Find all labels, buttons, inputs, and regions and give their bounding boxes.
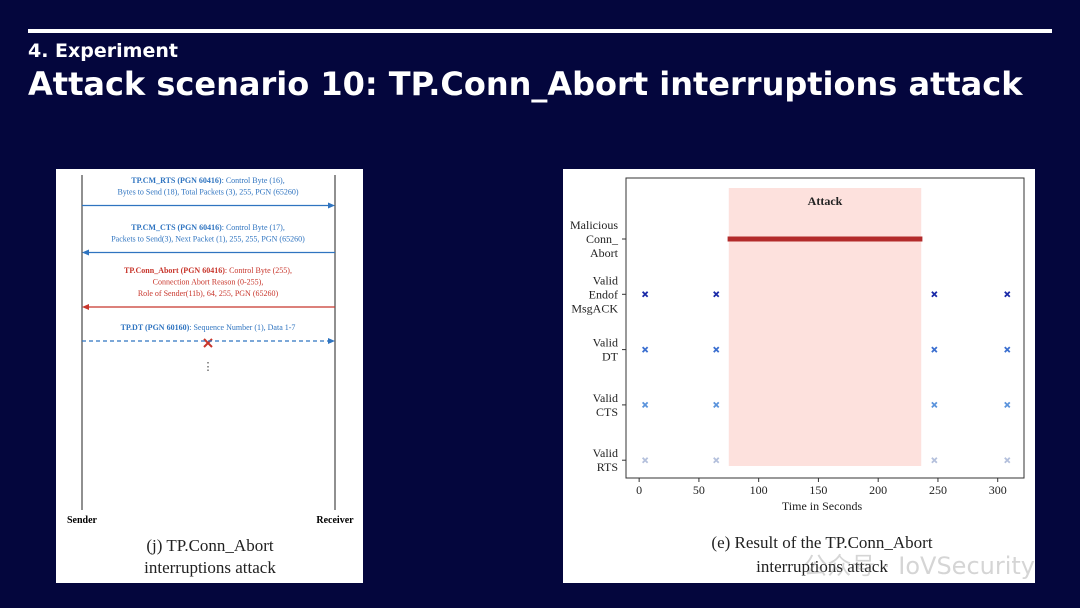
message-detail: : Control Byte (17), [222,223,285,232]
point [1004,457,1011,464]
point [1004,346,1011,353]
message-text: Role of Sender(11b), 64, 255, PGN (65260… [138,289,279,298]
y-tick-label: MsgACK [571,301,618,315]
slide-title: Attack scenario 10: TP.Conn_Abort interr… [28,65,1023,103]
message-detail: Bytes to Send (18), Total Packets (3), 2… [117,188,298,197]
figure-caption: (e) Result of the TP.Conn_Abort [711,533,932,552]
message-text: TP.CM_RTS (PGN 60416): Control Byte (16)… [131,176,284,185]
y-tick-label: Conn_ [586,232,619,246]
point [1004,401,1011,409]
point [931,401,938,409]
point [641,291,649,298]
message-name: TP.DT (PGN 60160) [121,323,190,332]
figure-caption: (j) TP.Conn_Abort [146,536,273,555]
attack-label: Attack [808,194,843,208]
point [931,346,938,353]
point [641,346,649,353]
arrow-head [328,338,335,344]
sender-label: Sender [67,515,98,526]
x-tick-label: 200 [869,483,887,497]
point [1004,291,1011,298]
message-detail: : Control Byte (255), [225,266,292,275]
x-axis-label: Time in Seconds [782,499,863,513]
message-name: TP.Conn_Abort (PGN 60416) [124,266,225,275]
message-text: TP.DT (PGN 60160): Sequence Number (1), … [121,323,296,332]
y-tick-label: DT [602,350,619,364]
point [931,457,938,464]
y-tick-label: RTS [597,460,618,474]
message-detail: Packets to Send(3), Next Packet (1), 255… [111,235,305,244]
x-tick-label: 100 [750,483,768,497]
y-tick-label: Malicious [570,218,618,232]
x-tick-label: 300 [989,483,1007,497]
arrow-head [82,304,89,310]
x-tick-label: 50 [693,483,705,497]
message-detail: : Sequence Number (1), Data 1-7 [189,323,295,332]
arrow-head [328,202,335,209]
left-figure [56,169,363,583]
message-text: Packets to Send(3), Next Packet (1), 255… [111,235,305,244]
x-tick-label: 150 [809,483,827,497]
message-text: TP.CM_CTS (PGN 60416): Control Byte (17)… [131,223,285,232]
attack-region [728,188,922,466]
point [713,457,720,464]
arrow-head [82,249,89,256]
plot-frame [625,177,1025,479]
point [713,346,720,353]
y-tick-label: Valid [593,336,618,350]
message-detail: : Control Byte (16), [222,176,285,185]
y-tick-label: Endof [589,287,618,301]
figure-caption: interruptions attack [144,558,276,577]
y-tick-label: Valid [593,391,618,405]
drop-mark [203,338,213,348]
section-label: 4. Experiment [28,40,178,62]
watermark: 公众号 · IoVSecurity [803,552,1035,580]
message-text: Connection Abort Reason (0-255), [153,278,264,287]
message-text: TP.Conn_Abort (PGN 60416): Control Byte … [124,266,292,275]
y-tick-label: CTS [596,405,618,419]
receiver-label: Receiver [316,515,354,526]
y-tick-label: Valid [593,273,618,287]
continuation: ⋮ [203,361,214,373]
point [713,401,720,409]
point [641,457,649,464]
figure-caption: interruptions attack [756,557,888,576]
y-tick-label: Valid [593,446,618,460]
message-detail: Connection Abort Reason (0-255), [153,278,264,287]
message-name: TP.CM_RTS (PGN 60416) [131,176,222,185]
message-text: Bytes to Send (18), Total Packets (3), 2… [117,188,298,197]
message-detail: Role of Sender(11b), 64, 255, PGN (65260… [138,289,279,298]
message-name: TP.CM_CTS (PGN 60416) [131,223,222,232]
point [931,291,938,298]
point [713,291,720,298]
x-tick-label: 0 [636,483,642,497]
x-tick-label: 250 [929,483,947,497]
point [641,401,649,409]
y-tick-label: Abort [590,246,619,260]
